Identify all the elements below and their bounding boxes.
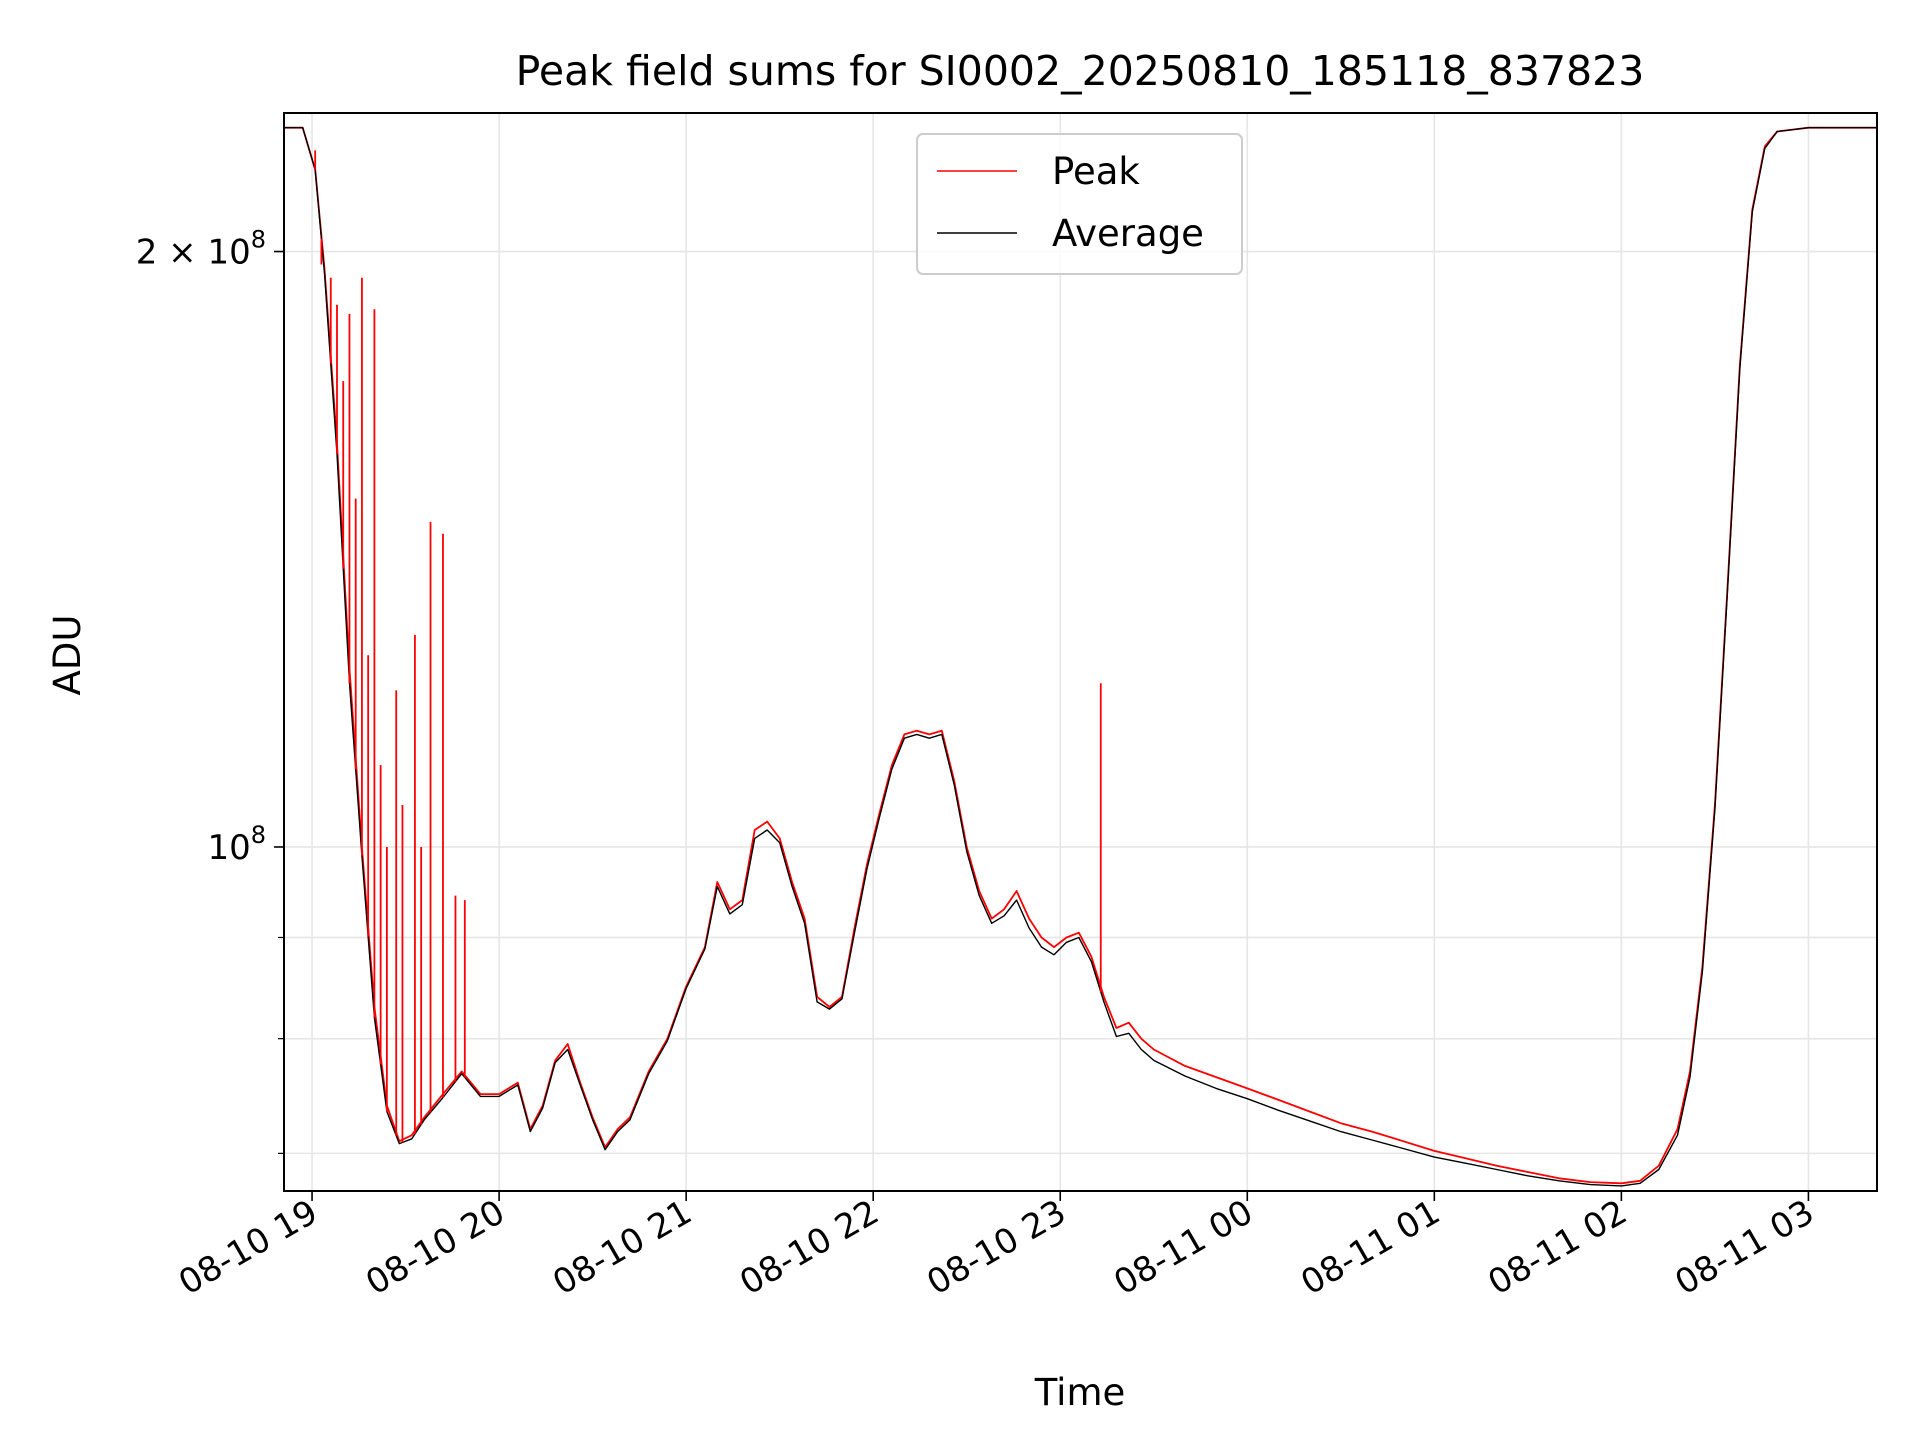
y-tick-label: 108	[207, 821, 266, 868]
y-tick-label: 2 × 108	[136, 226, 266, 273]
legend-frame	[916, 133, 1243, 275]
legend: Peak Average	[916, 133, 1243, 275]
series-layer	[284, 126, 1877, 1187]
plot-background	[284, 113, 1877, 1191]
y-axis-ticks: 108 2 × 108	[136, 226, 284, 1154]
y-axis-label: ADU	[46, 615, 89, 696]
plot-area: 08-10 19 08-10 20 08-10 21 08-10 22 08-10 23…	[136, 112, 1878, 1303]
x-axis-label: Time	[1034, 1371, 1126, 1414]
series-line-average	[284, 127, 1877, 1187]
legend-label-average: Average	[1052, 212, 1204, 255]
legend-label-peak: Peak	[1052, 150, 1140, 193]
chart-title: Peak field sums for SI0002_20250810_1851…	[516, 47, 1645, 95]
plot-frame	[283, 112, 1878, 1192]
series-line-peak	[284, 126, 1877, 1185]
